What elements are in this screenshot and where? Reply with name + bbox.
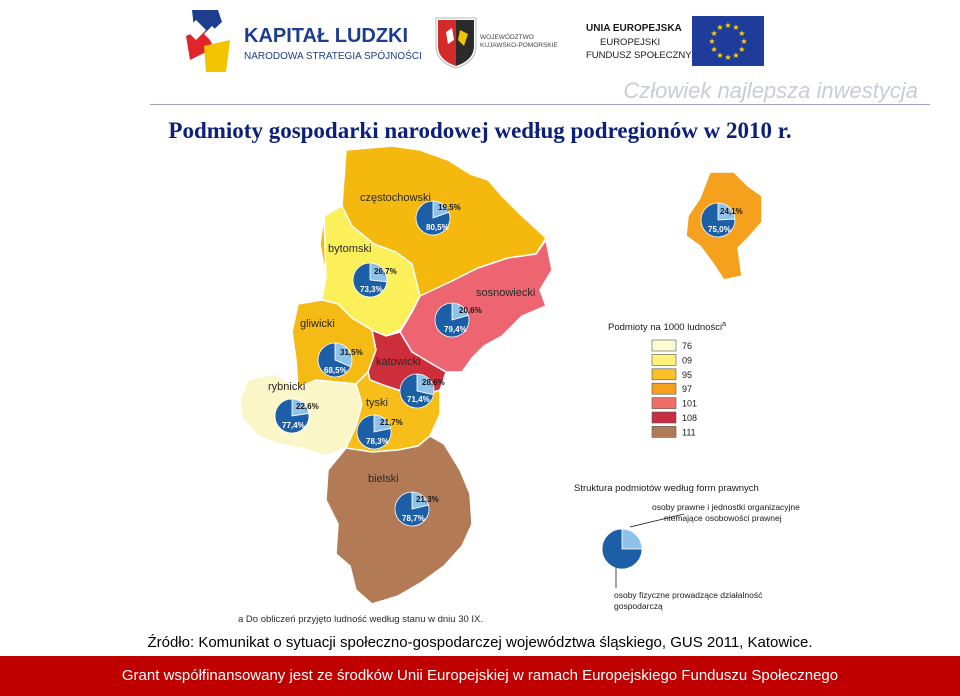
legend-swatch (651, 426, 677, 438)
label-katowicki: katowicki (376, 356, 421, 368)
pct-small-gliwicki: 31,5% (340, 348, 363, 357)
logo-region-line2: KUJAWSKO-POMORSKIE (480, 42, 558, 49)
legend-swatch (651, 382, 677, 395)
eu-star: ★ (732, 51, 739, 60)
label-sosnowiecki: sosnowiecki (476, 287, 535, 299)
page-title: Podmioty gospodarki narodowej według pod… (168, 118, 792, 143)
label-czestochowski: częstochowski (360, 192, 431, 204)
label-tyski: tyski (366, 397, 388, 409)
pct-small-bytomski: 26,7% (374, 267, 397, 276)
region-coat-of-arms: WOJEWÓDZTWO KUJAWSKO-POMORSKIE (435, 17, 558, 69)
pct-small-katowicki: 28,6% (422, 378, 445, 387)
legend-item-label: 97 (682, 384, 692, 394)
pct-main-katowicki: 71,4% (407, 395, 430, 404)
pct-main-czestochowski: 80,5% (426, 223, 449, 232)
map-footnote: a Do obliczeń przyjęto ludność według st… (238, 614, 483, 625)
legend-item-label: 111 (682, 427, 696, 437)
label-bielski: bielski (368, 473, 399, 485)
eu-star: ★ (708, 37, 715, 46)
pie-slice-legal (416, 373, 435, 396)
structure-pie-legal (621, 528, 643, 550)
logo-bar: KAPITAŁ LUDZKI NARODOWA STRATEGIA SPÓJNO… (186, 8, 764, 74)
pct-small-sosnowiecki: 20,6% (459, 306, 482, 315)
header-divider (150, 104, 930, 105)
legend-swatch (651, 411, 677, 424)
legend-swatch (651, 368, 677, 381)
legend-item-label: 108 (682, 413, 697, 423)
logo-eu-line3: FUNDUSZ SPOŁECZNY (586, 50, 692, 61)
pct-main-tyski: 78,3% (366, 437, 389, 446)
pct-small-inset: 24,1% (720, 207, 743, 216)
eu-flag (692, 16, 764, 66)
pie-slice-legal (369, 262, 388, 283)
pct-main-gliwicki: 68,5% (324, 366, 347, 375)
logo-eu-line2: EUROPEJSKI (600, 37, 660, 48)
pct-main-sosnowiecki: 79,4% (444, 325, 467, 334)
eu-star: ★ (738, 45, 745, 54)
pct-main-bytomski: 73,3% (360, 285, 383, 294)
eu-stars-icon: ★★★★★★★★★ ★ ★★ (708, 21, 747, 62)
pct-main-bielski: 78,7% (402, 514, 425, 523)
structure-title: Struktura podmiotów według form prawnych (574, 483, 759, 494)
leader-line-legal (629, 513, 685, 528)
label-bytomski: bytomski (328, 243, 371, 255)
legend-item-label: 95 (682, 370, 692, 380)
structure-legal-label: osoby prawne i jednostki organizacyjne (652, 502, 800, 512)
logo-kl-subtitle: NARODOWA STRATEGIA SPÓJNOŚCI (244, 49, 422, 62)
logo-kl-title: KAPITAŁ LUDZKI (244, 25, 408, 47)
structure-natural-label-2: gospodarczą (614, 601, 663, 611)
label-gliwicki: gliwicki (300, 318, 335, 330)
eu-star: ★ (724, 21, 731, 30)
structure-pie-natural (601, 528, 643, 570)
eu-star: ★ (716, 51, 723, 60)
eu-logo: UNIA EUROPEJSKA EUROPEJSKI FUNDUSZ SPOŁE… (586, 16, 764, 66)
pct-small-rybnicki: 22,6% (296, 402, 319, 411)
pie-slice-natural (274, 398, 310, 434)
structure-natural-label: osoby fizyczne prowadzące działalność (614, 590, 763, 600)
eu-star: ★ (738, 29, 745, 38)
pct-main-rybnicki: 77,4% (282, 421, 305, 430)
pie-slice-natural (394, 491, 430, 527)
pct-main-inset: 75,0% (708, 225, 731, 234)
kapital-ludzki-logo: KAPITAŁ LUDZKI NARODOWA STRATEGIA SPÓJNO… (186, 8, 422, 74)
pct-small-czestochowski: 19,5% (438, 203, 461, 212)
pct-small-tyski: 21,7% (380, 418, 403, 427)
legend-swatch (651, 339, 677, 352)
pie-slice-natural (352, 262, 388, 298)
eu-star: ★ (740, 37, 747, 46)
legend-title: Podmioty na 1000 ludnościa (608, 321, 726, 333)
eu-star: ★ (716, 23, 723, 32)
legend-swatch (651, 397, 677, 409)
legend-item-label: 76 (682, 341, 692, 351)
pie-slice-natural (434, 302, 470, 338)
footer-banner: Grant współfinansowany jest ze środków U… (0, 656, 960, 696)
label-rybnicki: rybnicki (268, 381, 305, 393)
logo-eu-line1: UNIA EUROPEJSKA (586, 23, 682, 34)
pie-slice-natural (700, 202, 736, 238)
source-note: Źródło: Komunikat o sytuacji społeczno-g… (147, 634, 813, 651)
pie-slice-natural (399, 373, 435, 409)
legend: Podmioty na 1000 ludnościa 76 09 95 97 101 10… (574, 321, 800, 611)
motto: Człowiek najlepsza inwestycja (623, 78, 918, 103)
pie-slice-legal (334, 342, 353, 368)
pie-slice-natural (356, 414, 392, 450)
logo-region-line1: WOJEWÓDZTWO (480, 32, 534, 41)
legend-item-label: 09 (682, 355, 692, 365)
eu-star: ★ (724, 53, 731, 62)
pie-slice-natural (317, 342, 352, 378)
legend-item-label: 101 (682, 399, 697, 409)
pie-slice-natural (415, 200, 451, 236)
legend-swatch (651, 354, 677, 366)
eu-star: ★ (711, 29, 718, 38)
eu-star: ★ (732, 23, 739, 32)
structure-legal-label-2: niemające osobowości prawnej (664, 513, 782, 523)
map-figure: częstochowski bytomski sosnowiecki gliwi… (238, 145, 800, 625)
pct-small-bielski: 21,3% (416, 495, 439, 504)
eu-star: ★ (711, 45, 718, 54)
